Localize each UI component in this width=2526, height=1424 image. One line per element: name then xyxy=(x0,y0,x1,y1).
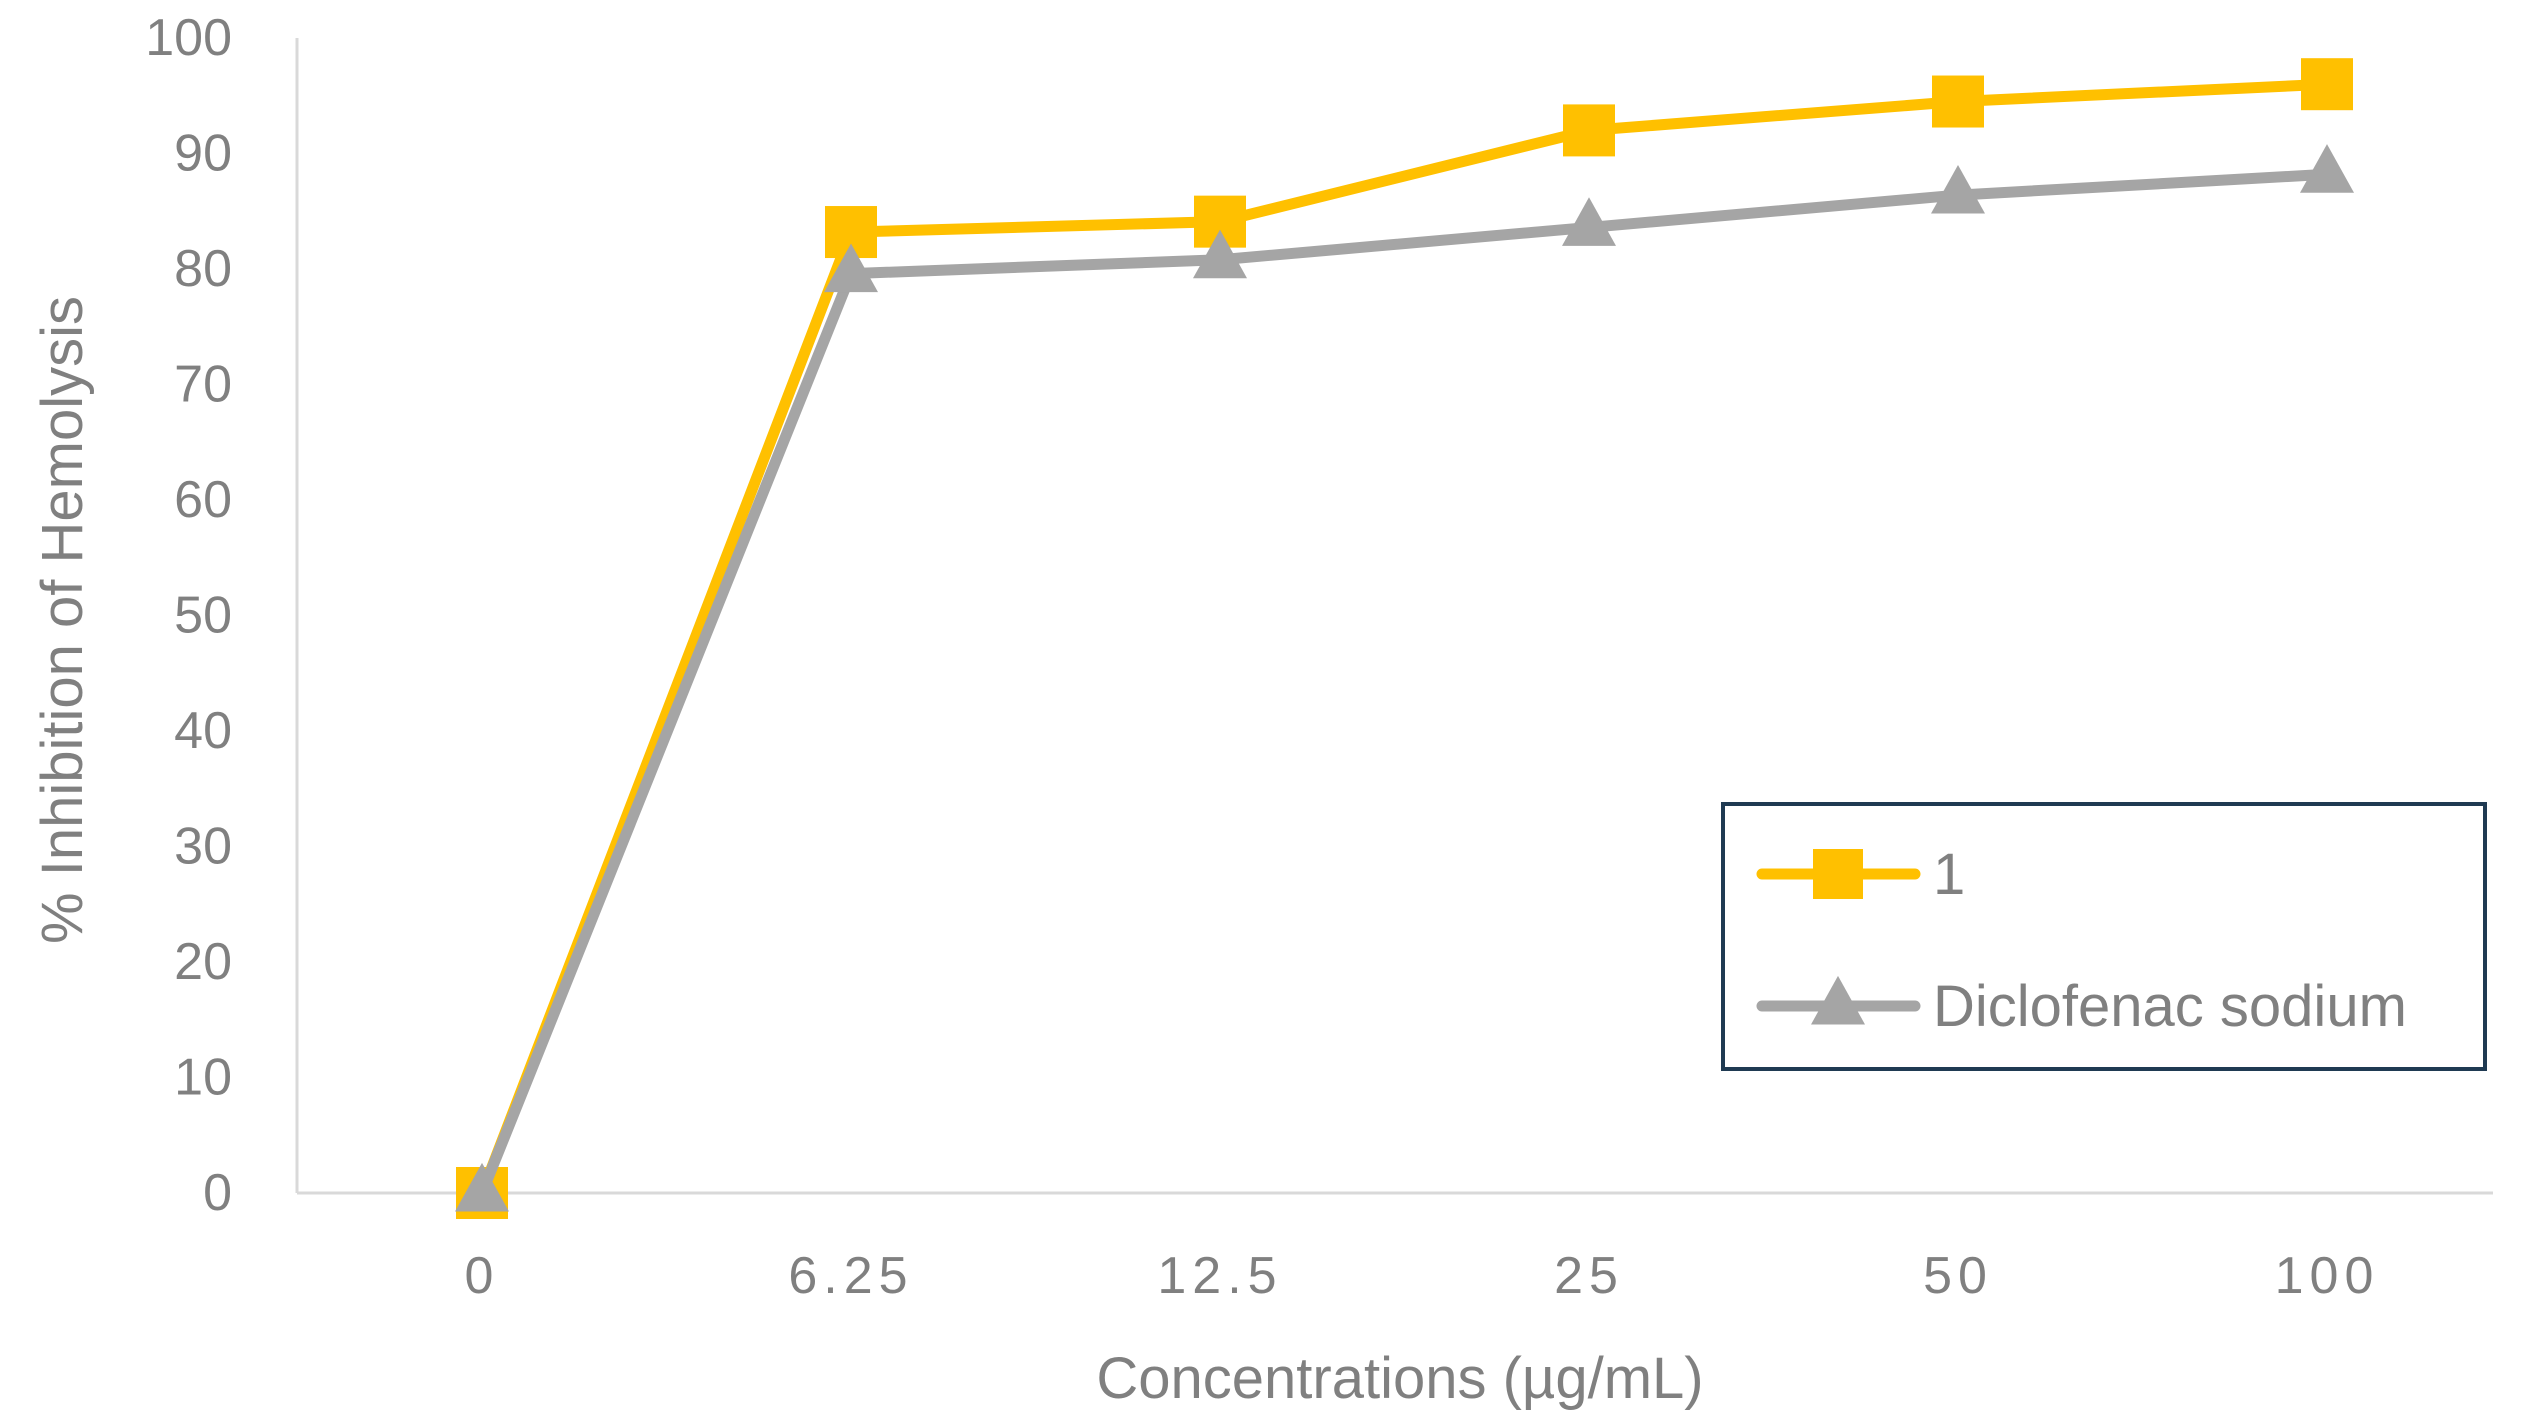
data-point-triangle xyxy=(1193,229,1247,279)
x-tick-label: 50 xyxy=(1923,1247,1993,1305)
y-tick-label: 50 xyxy=(174,587,232,645)
axes xyxy=(295,38,2493,1195)
legend-label: 1 xyxy=(1933,842,1965,907)
x-tick-label: 100 xyxy=(2275,1247,2380,1305)
x-tick-label: 25 xyxy=(1554,1247,1624,1305)
legend: 1 Diclofenac sodium xyxy=(1721,802,2487,1071)
x-tick-label: 6.25 xyxy=(788,1247,913,1305)
series-line xyxy=(476,168,2333,1199)
y-tick-label: 80 xyxy=(174,240,232,298)
series-0 xyxy=(456,58,2353,1219)
x-axis-title: Concentrations (µg/mL) xyxy=(1096,1346,1703,1411)
y-tick-label: 100 xyxy=(145,9,232,67)
x-tick-label: 12.5 xyxy=(1157,1247,1282,1305)
y-axis-title: % Inhibition of Hemolysis xyxy=(30,296,95,944)
data-point-square xyxy=(1932,75,1984,128)
y-tick-label: 40 xyxy=(174,702,232,760)
y-tick-label: 90 xyxy=(174,125,232,183)
y-tick-label: 0 xyxy=(203,1164,232,1222)
y-tick-label: 70 xyxy=(174,356,232,414)
data-point-square xyxy=(2301,58,2353,111)
y-tick-label: 30 xyxy=(174,818,232,876)
data-point-triangle xyxy=(1931,164,1985,214)
legend-swatch-square xyxy=(1813,849,1863,899)
y-tick-label: 60 xyxy=(174,471,232,529)
series-1 xyxy=(455,144,2354,1212)
series-line xyxy=(476,78,2333,1199)
legend-box xyxy=(1721,802,2487,1071)
legend-label: Diclofenac sodium xyxy=(1933,974,2407,1039)
legend-entry-0: 1 xyxy=(1756,842,1965,907)
legend-swatch-triangle xyxy=(1811,975,1865,1025)
data-point-triangle xyxy=(2300,144,2354,193)
x-tick-label: 0 xyxy=(465,1247,500,1305)
data-point-square xyxy=(1563,104,1615,157)
y-tick-label: 20 xyxy=(174,933,232,991)
y-tick-label: 10 xyxy=(174,1049,232,1107)
series-layer xyxy=(455,58,2354,1219)
data-point-triangle xyxy=(455,1162,509,1212)
data-point-triangle xyxy=(824,243,878,293)
legend-entry-1: Diclofenac sodium xyxy=(1756,974,2407,1039)
labels-layer: 0 10 20 30 40 50 60 70 80 90 100 0 6.25 12.5 25 50 100 Co… xyxy=(30,9,2380,1411)
data-point-triangle xyxy=(1562,197,1616,246)
